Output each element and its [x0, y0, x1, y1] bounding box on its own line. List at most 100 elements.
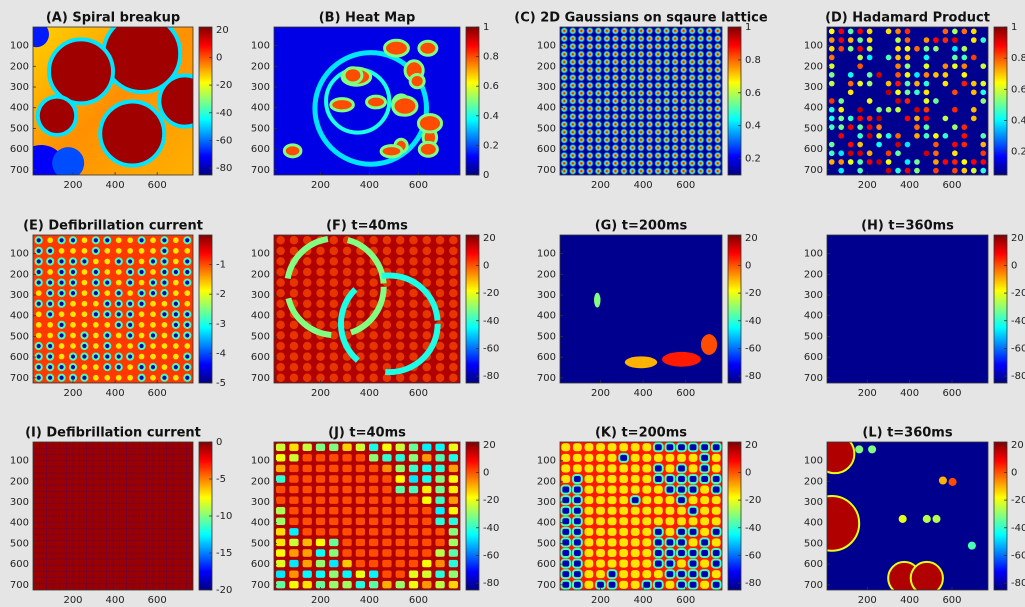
image-cell: [289, 486, 298, 493]
image-blob: [409, 331, 418, 340]
image-blob: [594, 167, 602, 175]
image-blob: [449, 247, 458, 256]
image-blob: [905, 159, 911, 165]
image-cell: [585, 560, 594, 568]
image-blob: [276, 373, 285, 382]
colorbar: [728, 235, 741, 383]
image-blob: [104, 353, 110, 359]
image-blob: [895, 63, 901, 69]
colorbar-tick-label: -20: [216, 80, 232, 91]
image-blob: [688, 35, 696, 43]
image-cell: [449, 486, 458, 493]
image-blob: [662, 352, 701, 367]
y-tick-label: 700: [10, 580, 29, 591]
image-blob: [714, 97, 722, 105]
image-blob: [943, 116, 949, 122]
image-blob: [705, 27, 713, 35]
image-blob: [867, 37, 873, 43]
image-blob: [393, 97, 417, 115]
image-blob: [886, 133, 892, 139]
image-blob: [697, 42, 705, 50]
image-blob: [620, 42, 628, 50]
image-cell: [666, 581, 675, 589]
colorbar-tick-label: -20: [745, 495, 761, 506]
image-cell: [561, 443, 570, 451]
image-cell: [654, 454, 663, 462]
image-blob: [876, 116, 882, 122]
image-cell: [677, 496, 686, 504]
image-blob: [276, 363, 285, 372]
image-cell: [654, 538, 663, 546]
image-cell: [561, 517, 570, 525]
heatmap-image: [274, 442, 460, 590]
image-blob: [449, 321, 458, 330]
image-blob: [139, 322, 145, 328]
image-blob: [594, 112, 602, 120]
image-blob: [436, 352, 445, 361]
image-blob: [620, 66, 628, 74]
image-blob: [680, 97, 688, 105]
image-blob: [81, 332, 87, 338]
y-tick-label: 400: [804, 518, 823, 529]
image-blob: [952, 55, 958, 61]
image-blob: [36, 375, 42, 381]
image-cell: [396, 507, 405, 514]
colorbar-tick-label: -3: [216, 319, 226, 330]
image-blob: [933, 150, 939, 156]
image-cell: [303, 475, 312, 482]
image-blob: [577, 97, 585, 105]
y-tick-label: 300: [10, 497, 29, 508]
image-blob: [173, 290, 179, 296]
y-tick-label: 100: [251, 249, 270, 260]
image-cell: [303, 528, 312, 535]
image-blob: [829, 29, 835, 35]
image-blob: [356, 299, 365, 308]
image-blob: [857, 29, 863, 35]
image-blob: [971, 89, 977, 95]
image-cell: [677, 486, 686, 494]
image-blob: [560, 128, 568, 136]
image-blob: [58, 301, 64, 307]
image-blob: [816, 435, 855, 474]
image-blob: [594, 74, 602, 82]
image-blob: [914, 133, 920, 139]
colorbar-tick-label: 1: [745, 22, 751, 33]
image-blob: [848, 159, 854, 165]
image-cell: [631, 486, 640, 494]
image-blob: [654, 120, 662, 128]
image-blob: [645, 151, 653, 159]
image-cell: [631, 570, 640, 578]
panel-title: (I) Defibrillation current: [25, 426, 201, 441]
heatmap-image: [33, 442, 193, 590]
image-blob: [139, 333, 145, 339]
image-blob: [645, 144, 653, 152]
image-cell: [356, 507, 365, 514]
image-blob: [620, 112, 628, 120]
image-blob: [645, 136, 653, 144]
image-blob: [330, 299, 339, 308]
image-blob: [933, 37, 939, 43]
image-blob: [36, 311, 42, 317]
image-blob: [980, 168, 986, 174]
image-cell: [409, 528, 418, 535]
image-blob: [961, 142, 967, 148]
y-tick-label: 400: [537, 311, 556, 322]
colorbar-tick-label: -60: [216, 135, 232, 146]
image-blob: [855, 445, 863, 453]
panel: (G) t=200ms20040060010020030040050060070…: [537, 219, 761, 400]
image-cell: [276, 465, 285, 472]
image-blob: [70, 375, 76, 381]
image-blob: [93, 364, 99, 370]
image-cell: [409, 486, 418, 493]
image-cell: [608, 581, 617, 589]
image-cell: [608, 549, 617, 557]
image-cell: [449, 454, 458, 461]
image-cell: [449, 475, 458, 482]
colorbar-tick-label: 0.4: [745, 121, 761, 132]
image-blob: [924, 116, 930, 122]
image-cell: [642, 570, 651, 578]
image-blob: [594, 66, 602, 74]
image-cell: [382, 560, 391, 567]
colorbar-tick-label: -80: [483, 578, 499, 589]
image-cell: [596, 486, 605, 494]
